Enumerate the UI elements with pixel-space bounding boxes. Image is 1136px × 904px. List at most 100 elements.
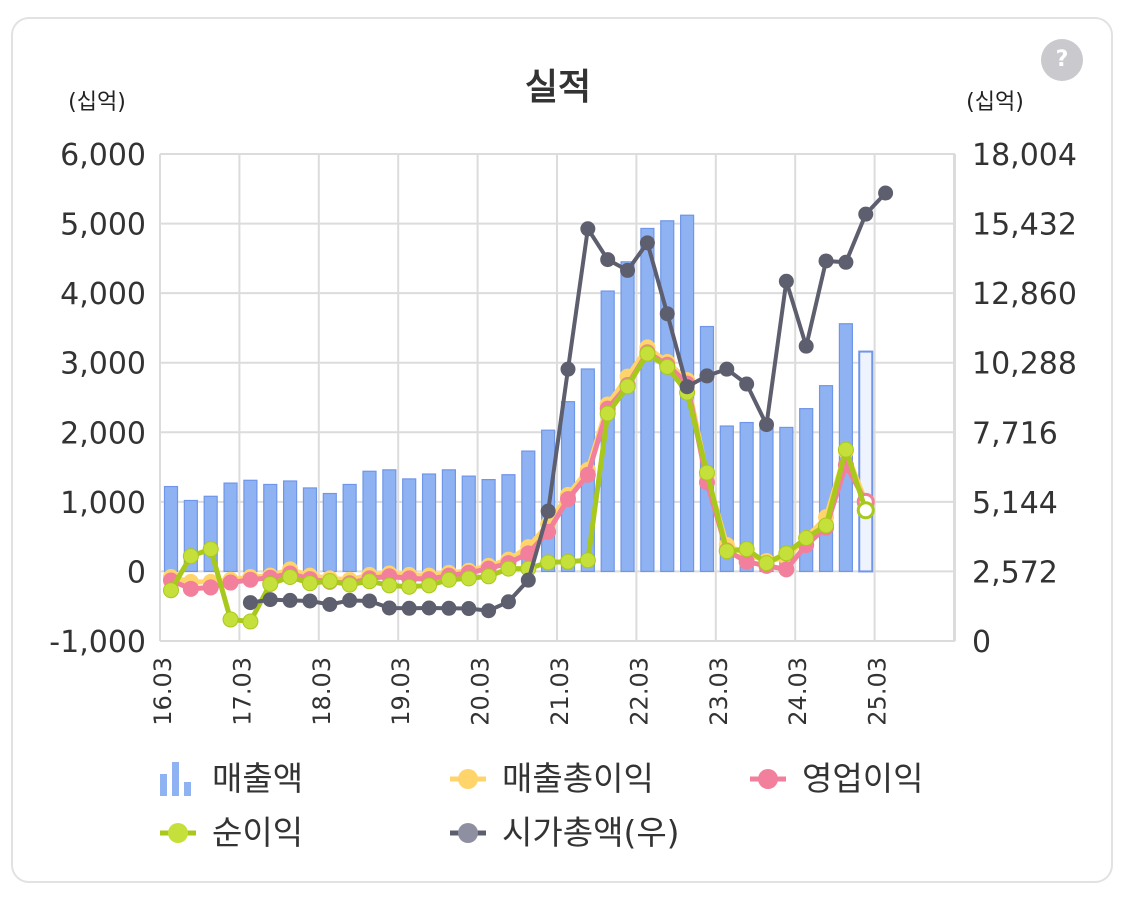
x-tick-label: 23.03 (705, 657, 733, 726)
net-profit-point (341, 576, 358, 593)
market-cap-point (322, 596, 338, 612)
market-cap-point (481, 603, 497, 619)
left-axis-unit: (십억) (68, 90, 126, 115)
help-icon[interactable]: ? (1041, 39, 1083, 81)
net-profit-point (262, 575, 279, 592)
operating-profit-point (242, 571, 259, 588)
revenue-bar (223, 482, 238, 573)
net-profit-point (440, 571, 457, 588)
revenue-bar (461, 475, 476, 573)
net-profit-point (579, 552, 596, 569)
revenue-bar (382, 469, 397, 573)
market-cap-point (461, 601, 477, 617)
revenue-bar (342, 483, 357, 573)
operating-profit-point (579, 466, 596, 483)
net-profit-point (599, 405, 616, 422)
revenue-bar (759, 424, 774, 573)
revenue-bar (163, 485, 179, 573)
revenue-bar (362, 470, 377, 573)
y-right-tick-label: 10,288 (972, 347, 1077, 382)
legend-swatch (458, 823, 478, 843)
market-cap-point (421, 600, 437, 616)
legend-label: 순이익 (212, 813, 303, 852)
market-cap-point (679, 379, 695, 395)
x-tick-label: 19.03 (387, 657, 415, 726)
revenue-bar (640, 227, 655, 573)
net-profit-point (837, 441, 854, 458)
market-cap-point (520, 572, 536, 588)
y-axis-ticks: 6,000 5,000 4,000 3,000 2,000 1,000 0 -1,000 18,… (49, 138, 1077, 660)
market-cap-point (362, 593, 377, 609)
y-left-tick-label: 4,000 (60, 277, 146, 312)
y-left-tick-label: 3,000 (60, 347, 146, 382)
revenue-bar (322, 492, 337, 573)
market-cap-point (798, 338, 814, 354)
market-cap-point (699, 368, 715, 384)
y-left-tick-label: 5,000 (60, 208, 146, 243)
net-profit-point (182, 548, 199, 565)
net-profit-point (301, 575, 318, 592)
market-cap-point (818, 253, 834, 269)
operating-profit-point (222, 574, 239, 591)
legend-label: 매출총이익 (502, 759, 654, 798)
net-profit-point (659, 358, 676, 375)
revenue-bar (421, 473, 437, 573)
net-profit-point (361, 573, 378, 590)
y-right-tick-label: 2,572 (972, 555, 1058, 590)
revenue-bar (243, 479, 258, 573)
market-cap-point (342, 592, 358, 608)
x-axis-ticks: 16.03 17.03 18.03 19.03 20.03 21.03 22.03 23.03… (149, 657, 892, 726)
legend-label: 매출액 (212, 759, 303, 798)
operating-profit-point (560, 491, 576, 508)
net-profit-point (758, 555, 775, 572)
y-left-tick-label: 6,000 (60, 138, 146, 173)
net-profit-point (381, 577, 398, 594)
x-tick-label: 24.03 (784, 657, 812, 726)
market-cap-point (580, 221, 596, 237)
net-profit-point (401, 578, 418, 595)
revenue-bar (739, 421, 754, 573)
y-right-tick-label: 12,860 (972, 277, 1077, 312)
net-profit-point (242, 613, 259, 630)
right-axis-unit: (십억) (966, 90, 1024, 115)
y-right-tick-label: 5,144 (972, 486, 1058, 521)
y-right-tick-label: 0 (972, 625, 991, 660)
net-profit-point (163, 582, 179, 599)
legend-swatch (184, 782, 191, 796)
y-left-tick-label: -1,000 (49, 625, 146, 660)
market-cap-point (441, 600, 457, 616)
market-cap-point (242, 595, 258, 611)
x-tick-label: 18.03 (308, 657, 336, 726)
net-profit-point (540, 554, 557, 571)
market-cap-point (719, 361, 735, 377)
x-tick-label: 21.03 (546, 657, 574, 726)
net-profit-point (778, 545, 795, 562)
operating-profit-point (182, 580, 199, 597)
market-cap-point (381, 600, 397, 616)
legend-swatch (758, 769, 778, 789)
x-tick-label: 22.03 (625, 657, 653, 726)
revenue-bar (441, 469, 456, 573)
y-right-tick-label: 18,004 (972, 138, 1077, 173)
y-right-tick-label: 15,432 (972, 208, 1077, 243)
net-profit-point (718, 543, 735, 560)
x-tick-label: 17.03 (228, 657, 256, 726)
market-cap-point (302, 593, 318, 609)
net-profit-point (421, 577, 438, 594)
market-cap-point (858, 206, 874, 222)
legend-swatch (168, 823, 188, 843)
revenue-bar (402, 478, 417, 573)
y-left-tick-label: 2,000 (60, 416, 146, 451)
revenue-bar (283, 480, 298, 573)
revenue-bar (620, 261, 635, 573)
legend-label: 시가총액(우) (502, 813, 680, 852)
grid (159, 153, 956, 642)
market-cap-point (401, 600, 417, 616)
market-cap-point (262, 592, 278, 608)
market-cap-point (639, 235, 655, 251)
market-cap-point (620, 262, 636, 278)
market-cap-point (500, 594, 516, 610)
market-cap-point (778, 273, 794, 289)
net-profit-point (798, 530, 815, 547)
